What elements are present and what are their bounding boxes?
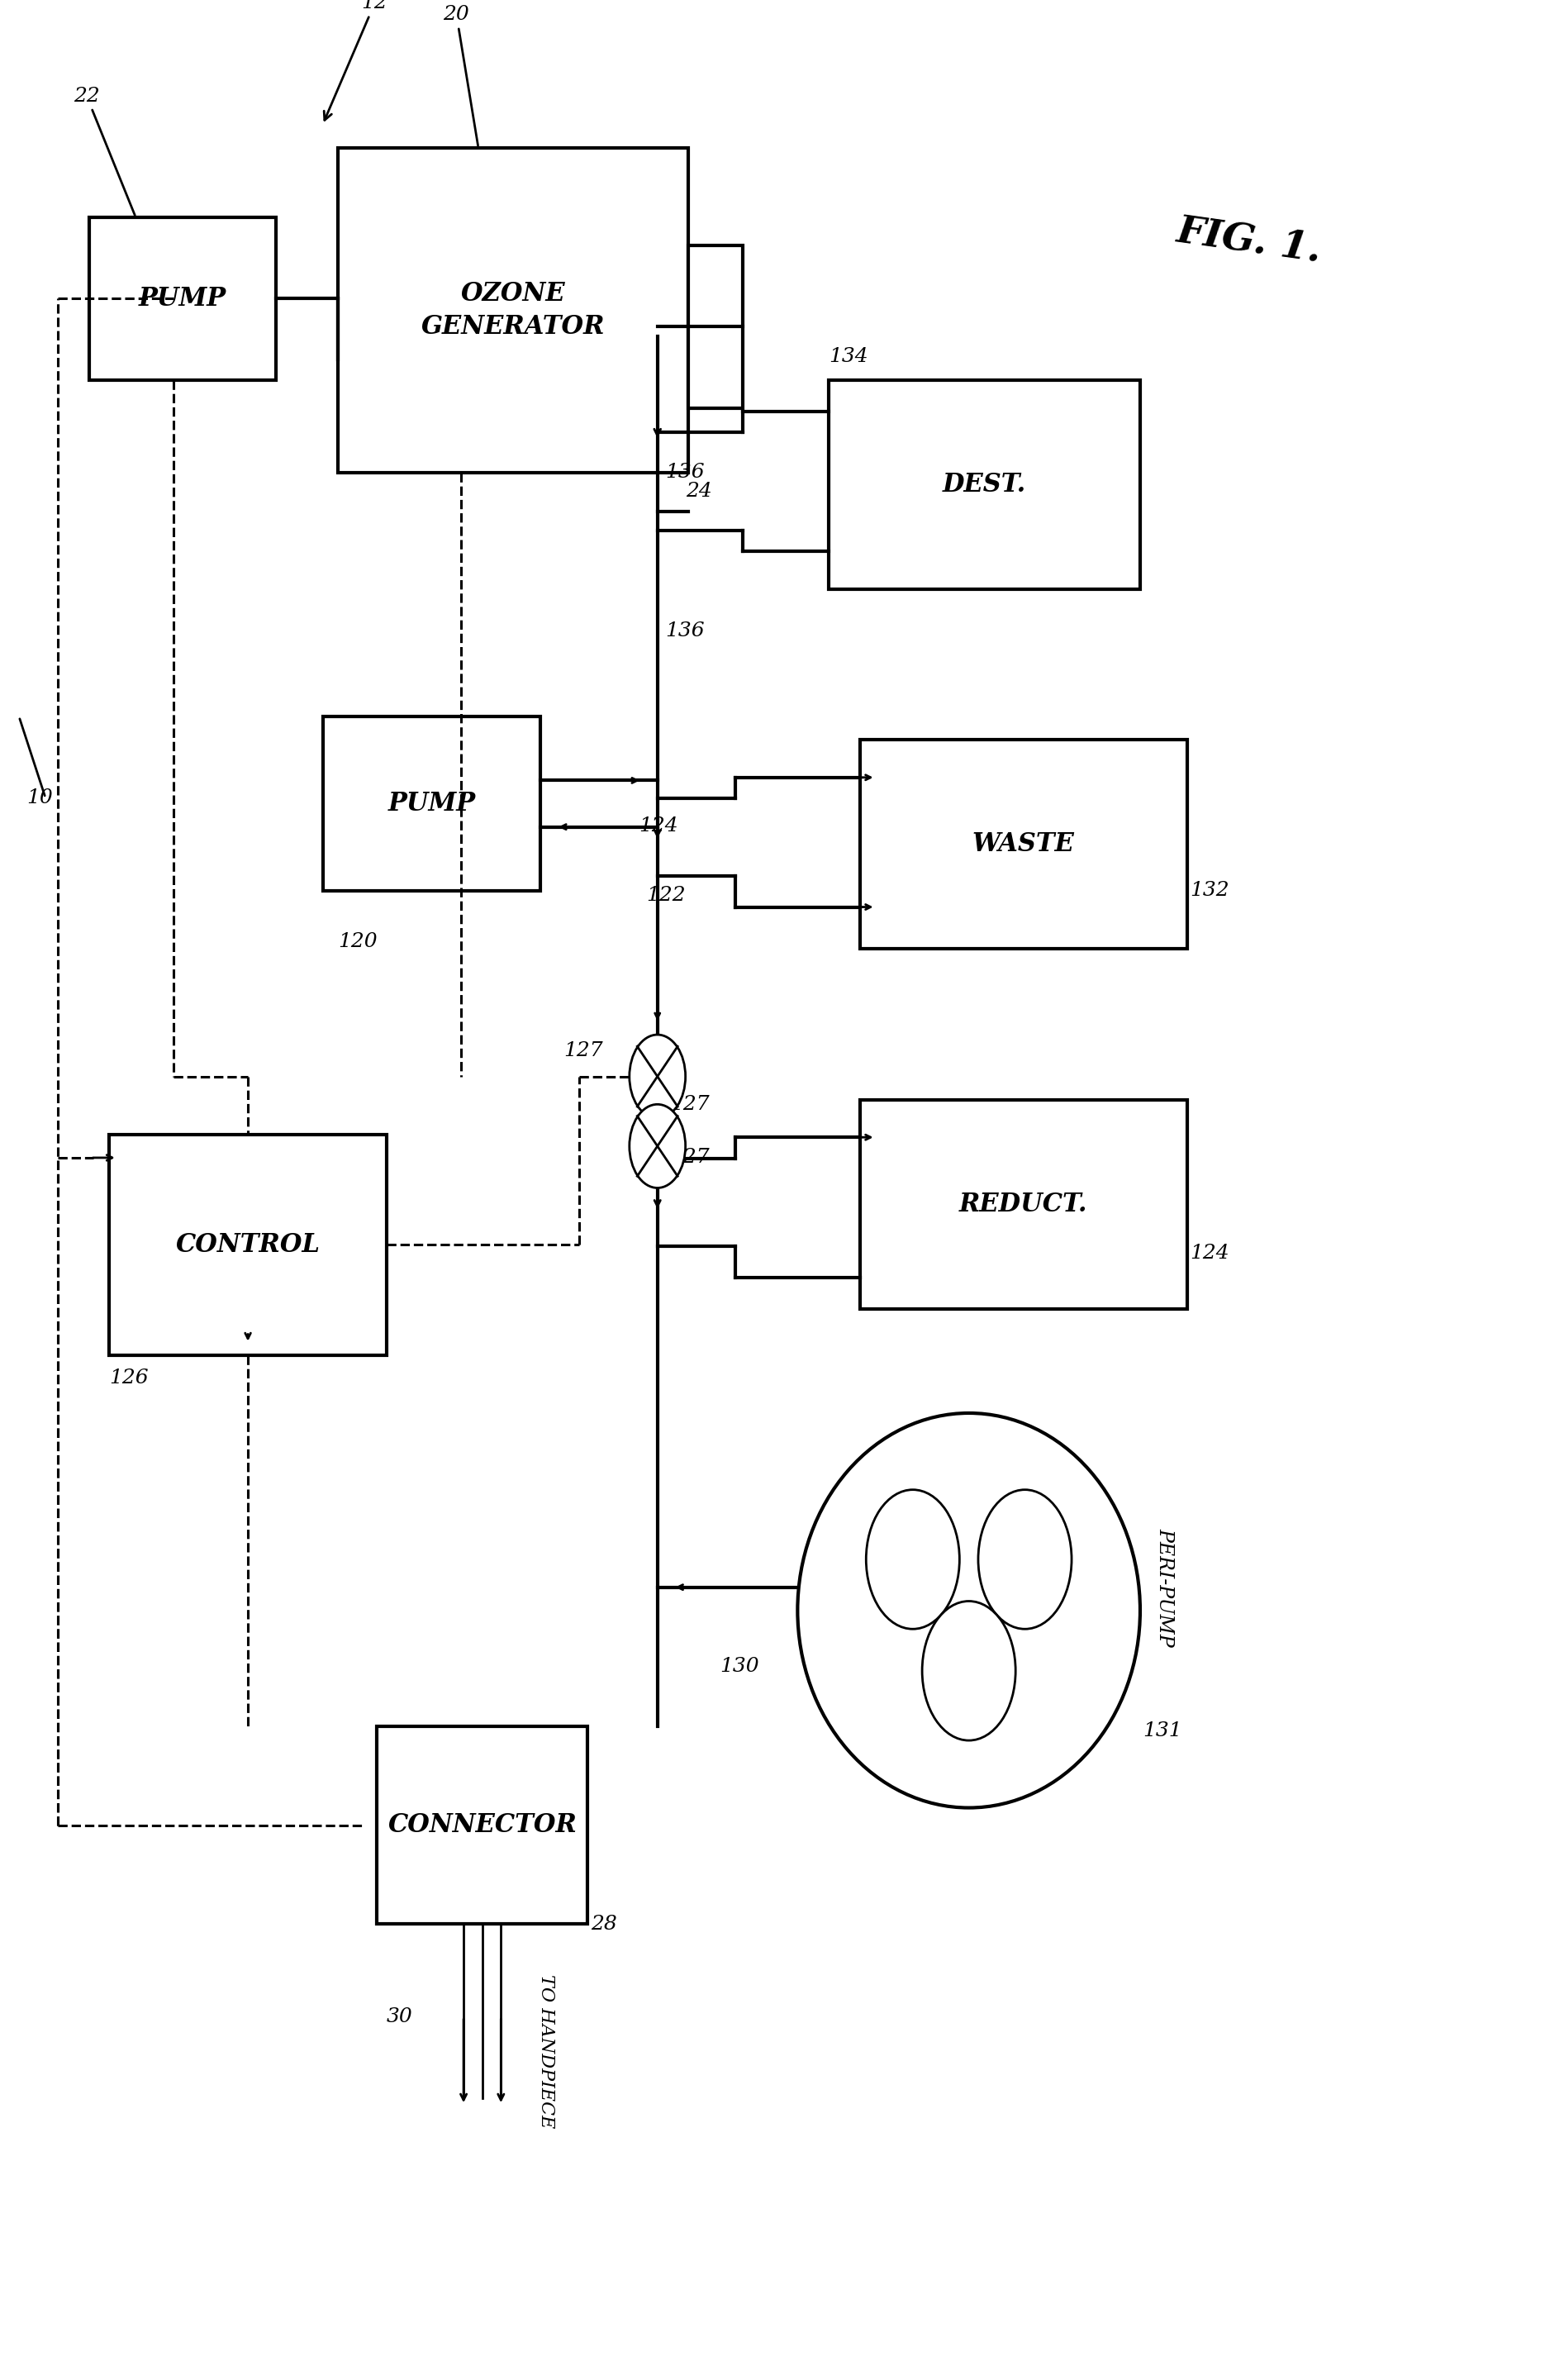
Text: PUMP: PUMP bbox=[139, 286, 227, 312]
Bar bbox=[89, 217, 275, 381]
Bar bbox=[860, 740, 1187, 950]
Text: WASTE: WASTE bbox=[973, 831, 1074, 857]
Text: 120: 120 bbox=[338, 933, 377, 952]
Text: CONNECTOR: CONNECTOR bbox=[388, 1814, 577, 1837]
Text: TO HANDPIECE: TO HANDPIECE bbox=[536, 1975, 555, 2128]
Circle shape bbox=[629, 1104, 685, 1188]
Bar bbox=[829, 381, 1140, 588]
Text: 126: 126 bbox=[109, 1368, 149, 1388]
Bar bbox=[860, 1100, 1187, 1309]
Circle shape bbox=[629, 1035, 685, 1119]
Text: PUMP: PUMP bbox=[388, 790, 475, 816]
Text: 136: 136 bbox=[665, 462, 704, 481]
Text: 131: 131 bbox=[1143, 1721, 1182, 1740]
Circle shape bbox=[866, 1490, 959, 1628]
Text: 127: 127 bbox=[669, 1095, 708, 1114]
Text: PERI-PUMP: PERI-PUMP bbox=[1156, 1528, 1175, 1647]
Text: 28: 28 bbox=[591, 1914, 616, 1933]
Text: OZONE
GENERATOR: OZONE GENERATOR bbox=[421, 281, 605, 340]
Text: 127: 127 bbox=[565, 1042, 604, 1061]
Text: CONTROL: CONTROL bbox=[175, 1233, 321, 1257]
Text: REDUCT.: REDUCT. bbox=[959, 1192, 1087, 1216]
Text: FIG. 1.: FIG. 1. bbox=[1175, 212, 1325, 269]
Text: 132: 132 bbox=[1190, 881, 1229, 900]
Text: 30: 30 bbox=[386, 2006, 413, 2025]
Text: 127: 127 bbox=[669, 1147, 708, 1166]
Text: DEST.: DEST. bbox=[943, 471, 1026, 497]
Ellipse shape bbox=[798, 1414, 1140, 1809]
Text: 124: 124 bbox=[1190, 1242, 1229, 1261]
Text: 122: 122 bbox=[646, 885, 687, 904]
Text: 12: 12 bbox=[324, 0, 388, 119]
Bar bbox=[688, 245, 743, 407]
Bar bbox=[377, 1726, 588, 1923]
Circle shape bbox=[978, 1490, 1071, 1628]
Circle shape bbox=[923, 1602, 1015, 1740]
Text: 130: 130 bbox=[719, 1656, 759, 1676]
Text: 136: 136 bbox=[665, 621, 704, 640]
Text: 124: 124 bbox=[638, 816, 679, 835]
Bar bbox=[109, 1135, 386, 1354]
Text: 24: 24 bbox=[685, 481, 712, 500]
Text: 20: 20 bbox=[443, 5, 479, 145]
Text: 10: 10 bbox=[27, 788, 53, 807]
Bar bbox=[338, 148, 688, 474]
Bar bbox=[322, 716, 541, 890]
Text: 134: 134 bbox=[829, 347, 868, 367]
Text: 22: 22 bbox=[74, 86, 135, 214]
